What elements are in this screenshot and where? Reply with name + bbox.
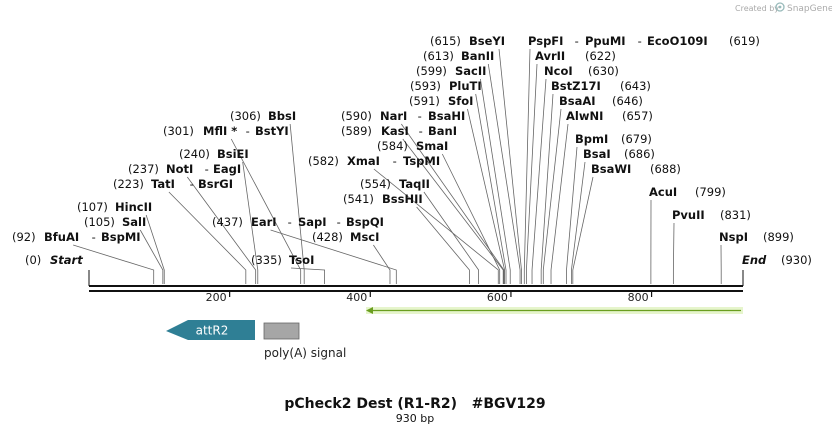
site-label-alwni[interactable]: AlwNI (657): [566, 109, 653, 123]
site-label-hincii[interactable]: (107) HincII: [77, 200, 152, 214]
site-connector-line: [441, 153, 501, 284]
site-label-bsawi[interactable]: BsaWI (688): [591, 162, 681, 176]
site-connector-line: [139, 229, 164, 284]
site-label-sali[interactable]: (105) SalI: [84, 215, 146, 229]
polyA-feature[interactable]: [263, 322, 300, 340]
site-label-smai[interactable]: (584) SmaI: [377, 139, 448, 153]
site-label-tati[interactable]: (223) TatI - BsrGI: [113, 177, 233, 191]
site-connector-line: [73, 244, 155, 284]
sequence-backbone: [89, 285, 743, 292]
site-connector-line: [566, 146, 578, 284]
site-label-bsai[interactable]: BsaI (686): [583, 147, 655, 161]
site-connector-line: [290, 267, 325, 284]
ruler-tick-label: 400: [346, 291, 367, 304]
ruler-tick-label: 200: [206, 291, 227, 304]
site-connector-line: [423, 191, 479, 284]
site-connector-line: [145, 214, 165, 284]
site-label-taqii[interactable]: (554) TaqII: [360, 177, 430, 191]
site-connectors: [73, 48, 722, 284]
site-label-banii[interactable]: (613) BanII: [423, 49, 494, 63]
site-connector-line: [672, 222, 675, 284]
site-connector-line: [270, 229, 397, 284]
site-connector-line: [242, 161, 259, 284]
map-length: 930 bp: [396, 412, 434, 425]
site-label-bpmi[interactable]: BpmI (679): [575, 132, 652, 146]
ruler-tick-label: 800: [628, 291, 649, 304]
site-label-eari[interactable]: (437) EarI - SapI - BspQI: [212, 215, 384, 229]
site-label-sfoi[interactable]: (591) SfoI: [409, 94, 473, 108]
site-connector-line: [523, 48, 531, 284]
site-label-pspfi[interactable]: PspFI - PpuMI - EcoO109I (619): [528, 34, 760, 48]
site-label-bseyi[interactable]: (615) BseYI: [430, 34, 505, 48]
site-connector-line: [531, 78, 547, 284]
orf-arrow[interactable]: [366, 307, 743, 314]
attR2-label: attR2: [196, 324, 229, 338]
site-label-acui[interactable]: AcuI (799): [649, 185, 726, 199]
site-connector-line: [467, 108, 506, 284]
site-label-bsaai[interactable]: BsaAI (646): [559, 94, 643, 108]
site-label-nspi[interactable]: NspI (899): [719, 230, 794, 244]
site-label-msci[interactable]: (428) MscI: [312, 230, 379, 244]
site-connector-line: [230, 138, 302, 284]
site-connector-line: [416, 206, 470, 284]
site-connector-line: [487, 63, 521, 284]
site-connector-line: [526, 63, 538, 284]
site-label-sacii[interactable]: (599) SacII: [416, 64, 486, 78]
site-connector-line: [498, 48, 522, 284]
site-connector-line: [402, 138, 504, 284]
restriction-site-labels: (0) Start End (930) (92) BfuAI - BspMI (105…: [12, 34, 812, 267]
site-connector-line: [186, 176, 257, 284]
site-label-avrii[interactable]: AvrII (622): [535, 49, 616, 63]
site-connector-line: [168, 191, 247, 284]
ruler: 200 400 600 800: [206, 291, 653, 304]
site-connector-line: [540, 93, 554, 284]
site-label-kasi[interactable]: (589) KasI - BanI: [341, 124, 457, 138]
site-connector-line: [542, 108, 562, 284]
end-label: End (930): [742, 253, 812, 267]
watermark-brand: SnapGene: [787, 4, 832, 14]
snapgene-logo-icon: [775, 2, 785, 12]
attR2-feature[interactable]: [166, 320, 255, 340]
site-label-nari[interactable]: (590) NarI - BsaHI: [341, 109, 465, 123]
start-label: (0) Start: [25, 253, 83, 267]
site-label-bsshii[interactable]: (541) BssHII: [343, 192, 423, 206]
site-connector-line: [373, 244, 391, 284]
site-label-bsiei[interactable]: (240) BsiEI: [179, 147, 249, 161]
site-connector-line: [401, 123, 505, 284]
polyA-label: poly(A) signal: [264, 346, 346, 360]
site-connector-line: [373, 168, 499, 284]
site-label-pvuii[interactable]: PvuII (831): [672, 208, 751, 222]
site-connector-line: [572, 176, 594, 284]
site-connector-line: [475, 93, 507, 284]
watermark-text: Created by: [735, 4, 779, 13]
ruler-tick-label: 600: [487, 291, 508, 304]
site-label-tsoi[interactable]: (335) TsoI: [251, 253, 314, 267]
site-label-noti[interactable]: (237) NotI - EagI: [128, 162, 241, 176]
site-label-xmai[interactable]: (582) XmaI - TspMI: [308, 154, 440, 168]
site-connector-line: [571, 161, 586, 284]
site-label-ncoi[interactable]: NcoI (630): [544, 64, 619, 78]
site-label-mfli[interactable]: (301) MflI * - BstYI: [163, 124, 289, 138]
site-connector-line: [289, 123, 305, 284]
site-label-bstz17i[interactable]: BstZ17I (643): [551, 79, 651, 93]
site-label-bbsi[interactable]: (306) BbsI: [230, 109, 296, 123]
site-label-pluti[interactable]: (593) PluTI: [410, 79, 482, 93]
map-title: pCheck2 Dest (R1-R2) #BGV129: [284, 396, 545, 412]
site-connector-line: [550, 123, 569, 284]
site-label-bfuai[interactable]: (92) BfuAI - BspMI: [12, 230, 141, 244]
site-connector-line: [480, 78, 511, 284]
